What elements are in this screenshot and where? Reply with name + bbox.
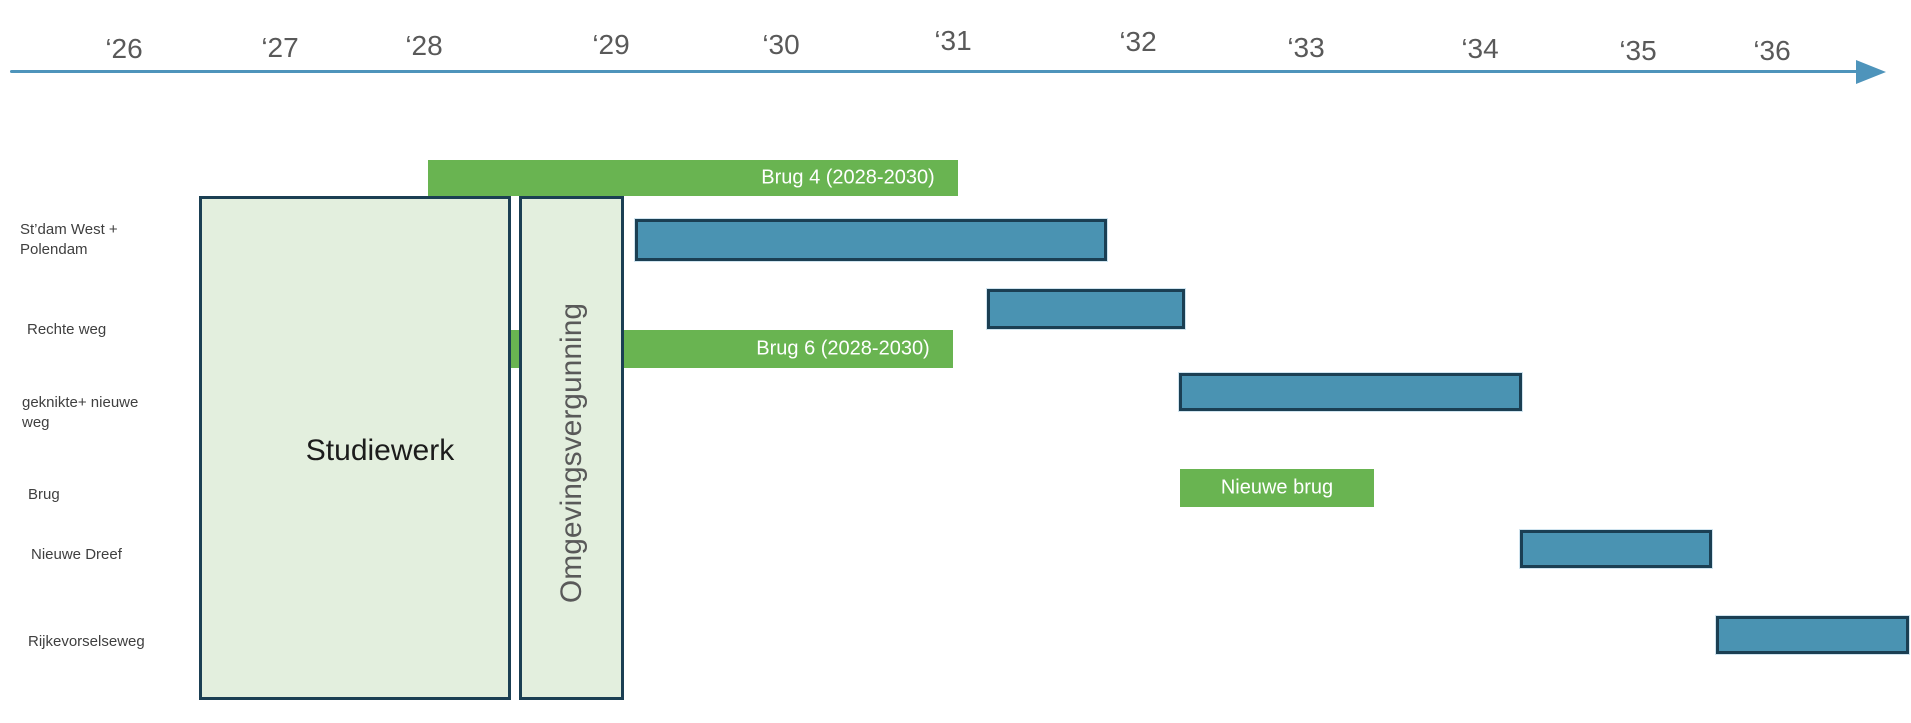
phase-label-omgevingsvergunning: Omgevingsvergunning	[555, 302, 588, 604]
year-label-34: ‘34	[1461, 33, 1499, 64]
year-label-30: ‘30	[762, 29, 800, 60]
phase-box-omgevingsvergunning	[519, 196, 624, 700]
row-label-brug: Brug	[28, 485, 60, 505]
year-label-35: ‘35	[1619, 35, 1657, 66]
row-label-line: St’dam West +	[20, 221, 118, 238]
year-label-27: ‘27	[261, 32, 299, 63]
row-label-geknikte-nieuwe-weg: geknikte+ nieuwe weg	[22, 393, 138, 433]
bar-nieuwe-dreef	[1520, 530, 1712, 568]
phase-box-studiewerk	[199, 196, 511, 700]
phase-label-studiewerk: Studiewerk	[305, 434, 455, 467]
row-label-line: Brug	[28, 486, 60, 503]
year-label-29: ‘29	[592, 29, 630, 60]
year-label-36: ‘36	[1753, 35, 1791, 66]
bar-geknikte-nieuwe-weg	[1179, 373, 1522, 411]
bar-brug6-label: Brug 6 (2028-2030)	[756, 337, 930, 360]
row-label-rechte-weg: Rechte weg	[27, 320, 106, 340]
bar-brug4: Brug 4 (2028-2030)	[428, 160, 958, 196]
row-label-line: Rechte weg	[27, 321, 107, 338]
bar-nieuwe-brug: Nieuwe brug	[1180, 469, 1374, 507]
timeline-axis-line	[10, 70, 1858, 73]
year-label-28: ‘28	[405, 30, 443, 61]
year-label-31: ‘31	[934, 25, 972, 56]
row-label-line: Rijkevorselseweg	[28, 633, 145, 650]
row-label-nieuwe-dreef: Nieuwe Dreef	[31, 545, 122, 565]
row-label-stdam-west-polendam: St’dam West + Polendam	[20, 220, 118, 260]
bar-rijkevorselseweg	[1716, 616, 1909, 654]
bar-stdam-west-polendam	[635, 219, 1107, 261]
bar-brug4-label: Brug 4 (2028-2030)	[761, 166, 935, 189]
row-label-rijkevorselseweg: Rijkevorselseweg	[28, 632, 145, 652]
row-label-line: Polendam	[20, 241, 88, 258]
timeline-arrow-icon	[1856, 60, 1886, 84]
year-label-26: ‘26	[105, 33, 143, 64]
row-label-line: weg	[22, 414, 50, 431]
bar-nieuwe-brug-label: Nieuwe brug	[1220, 476, 1334, 499]
row-label-line: geknikte+ nieuwe	[22, 394, 139, 411]
row-label-line: Nieuwe Dreef	[31, 546, 122, 563]
year-label-33: ‘33	[1287, 32, 1325, 63]
bar-rechte-weg	[987, 289, 1185, 329]
year-label-32: ‘32	[1119, 26, 1157, 57]
